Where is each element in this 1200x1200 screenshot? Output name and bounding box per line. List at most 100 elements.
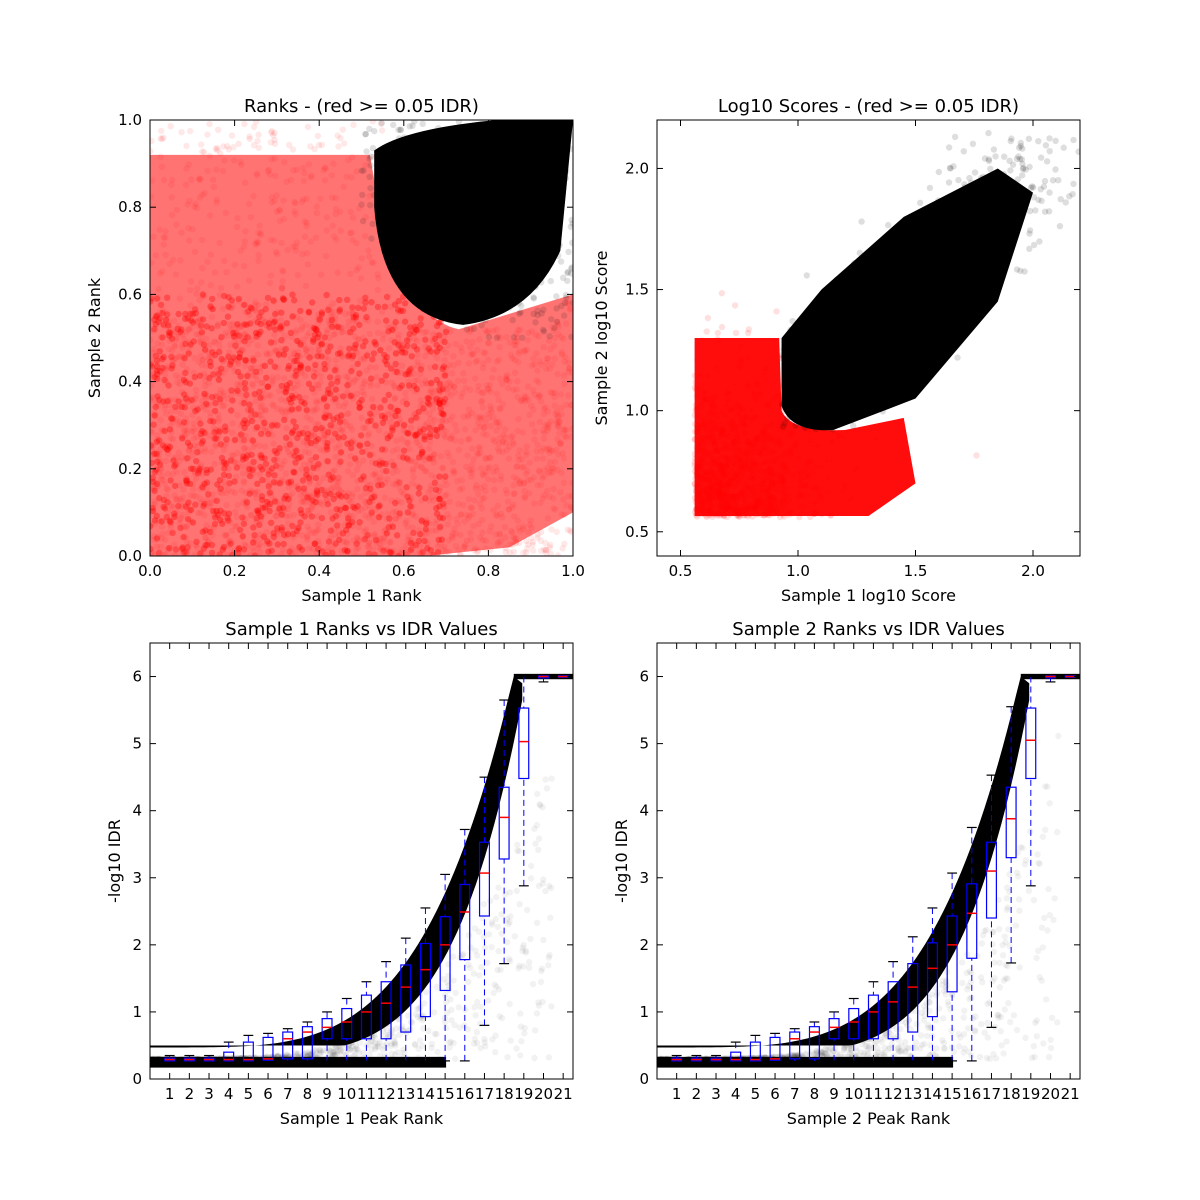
- scatter-point: [271, 318, 279, 325]
- scatter-point: [422, 197, 429, 205]
- scatter-point: [190, 465, 197, 473]
- scatter-point: [215, 370, 222, 378]
- scatter-point: [454, 267, 461, 274]
- scatter-point: [190, 338, 197, 345]
- scatter-point: [519, 203, 526, 211]
- scatter-point: [208, 541, 216, 549]
- scatter-point: [405, 187, 413, 194]
- scatter-point: [455, 232, 462, 239]
- scatter-point: [306, 354, 313, 361]
- scatter-point: [419, 158, 426, 165]
- scatter-point: [467, 234, 474, 241]
- scatter-point: [182, 369, 189, 377]
- scatter-point: [227, 457, 235, 464]
- scatter-point: [392, 499, 399, 507]
- scatter-point: [209, 305, 216, 313]
- scatter-point: [181, 355, 188, 362]
- scatter-point: [321, 394, 328, 401]
- scatter-point: [430, 552, 437, 556]
- scatter-point: [433, 505, 440, 512]
- scatter-point: [272, 310, 279, 318]
- scatter-point: [315, 460, 322, 468]
- scatter-point: [379, 175, 387, 183]
- scatter-point: [360, 305, 367, 312]
- scatter-point: [248, 417, 256, 425]
- scatter-point: [406, 155, 413, 162]
- scatter-point: [242, 357, 249, 364]
- scatter-point: [233, 464, 241, 471]
- scatter-point: [547, 550, 555, 556]
- scatter-point: [336, 306, 344, 313]
- scatter-point: [403, 484, 410, 491]
- scatter-point: [220, 471, 228, 479]
- scatter-point: [424, 134, 432, 142]
- scatter-point: [153, 357, 160, 364]
- scatter-point: [280, 351, 288, 358]
- scatter-point: [296, 394, 303, 401]
- scatter-point: [554, 552, 562, 556]
- scatter-point: [408, 270, 415, 277]
- scatter-point: [344, 548, 351, 555]
- scatter-point: [299, 429, 306, 437]
- scatter-point: [413, 414, 420, 421]
- scatter-point: [297, 362, 304, 369]
- scatter-point: [169, 415, 176, 422]
- scatter-point: [455, 271, 463, 278]
- scatter-point: [436, 473, 443, 480]
- scatter-point: [221, 292, 228, 300]
- scatter-point: [457, 170, 464, 178]
- scatter-point: [296, 364, 304, 371]
- scatter-point: [426, 230, 434, 237]
- scatter-point: [187, 465, 195, 472]
- scatter-point: [350, 503, 357, 511]
- scatter-point: [214, 511, 222, 518]
- scatter-point: [150, 459, 155, 467]
- scatter-point: [401, 349, 409, 356]
- scatter-point: [514, 164, 522, 171]
- scatter-point: [363, 148, 370, 155]
- scatter-point: [530, 248, 537, 256]
- scatter-point: [432, 230, 439, 237]
- scatter-point: [404, 342, 411, 350]
- scatter-point: [408, 204, 416, 211]
- scatter-point: [280, 504, 287, 511]
- scatter-point: [310, 464, 317, 472]
- scatter-point: [271, 140, 279, 147]
- scatter-point: [521, 172, 528, 180]
- scatter-point: [200, 503, 207, 510]
- scatter-point: [432, 486, 440, 493]
- scatter-point: [307, 440, 315, 447]
- scatter-point: [412, 160, 420, 167]
- scatter-point: [403, 400, 410, 408]
- scatter-point: [427, 286, 434, 294]
- scatter-point: [331, 395, 339, 402]
- scatter-point: [451, 189, 458, 196]
- scatter-point: [310, 373, 318, 380]
- scatter-point: [445, 185, 452, 192]
- axes-frame: [149, 119, 574, 557]
- scatter-point: [172, 461, 179, 468]
- scatter-point: [448, 211, 455, 218]
- scatter-point: [199, 528, 206, 535]
- series-not-significant: [150, 120, 573, 556]
- scatter-point: [483, 146, 490, 153]
- scatter-point: [274, 422, 281, 429]
- scatter-point: [294, 434, 301, 442]
- scatter-point: [520, 549, 527, 556]
- scatter-point: [548, 149, 555, 156]
- x-axis-label: Sample 1 Rank: [301, 586, 422, 605]
- plot-area: [150, 120, 573, 556]
- scatter-point: [221, 465, 228, 472]
- scatter-point: [394, 407, 401, 414]
- scatter-point: [158, 135, 166, 143]
- scatter-point: [388, 549, 395, 556]
- scatter-point: [433, 341, 440, 349]
- scatter-point: [280, 296, 287, 303]
- scatter-point: [278, 524, 285, 531]
- scatter-point: [249, 466, 256, 473]
- scatter-point: [412, 541, 419, 549]
- scatter-point: [242, 385, 249, 392]
- scatter-point: [399, 201, 407, 208]
- scatter-point: [421, 436, 428, 443]
- scatter-point: [274, 541, 281, 548]
